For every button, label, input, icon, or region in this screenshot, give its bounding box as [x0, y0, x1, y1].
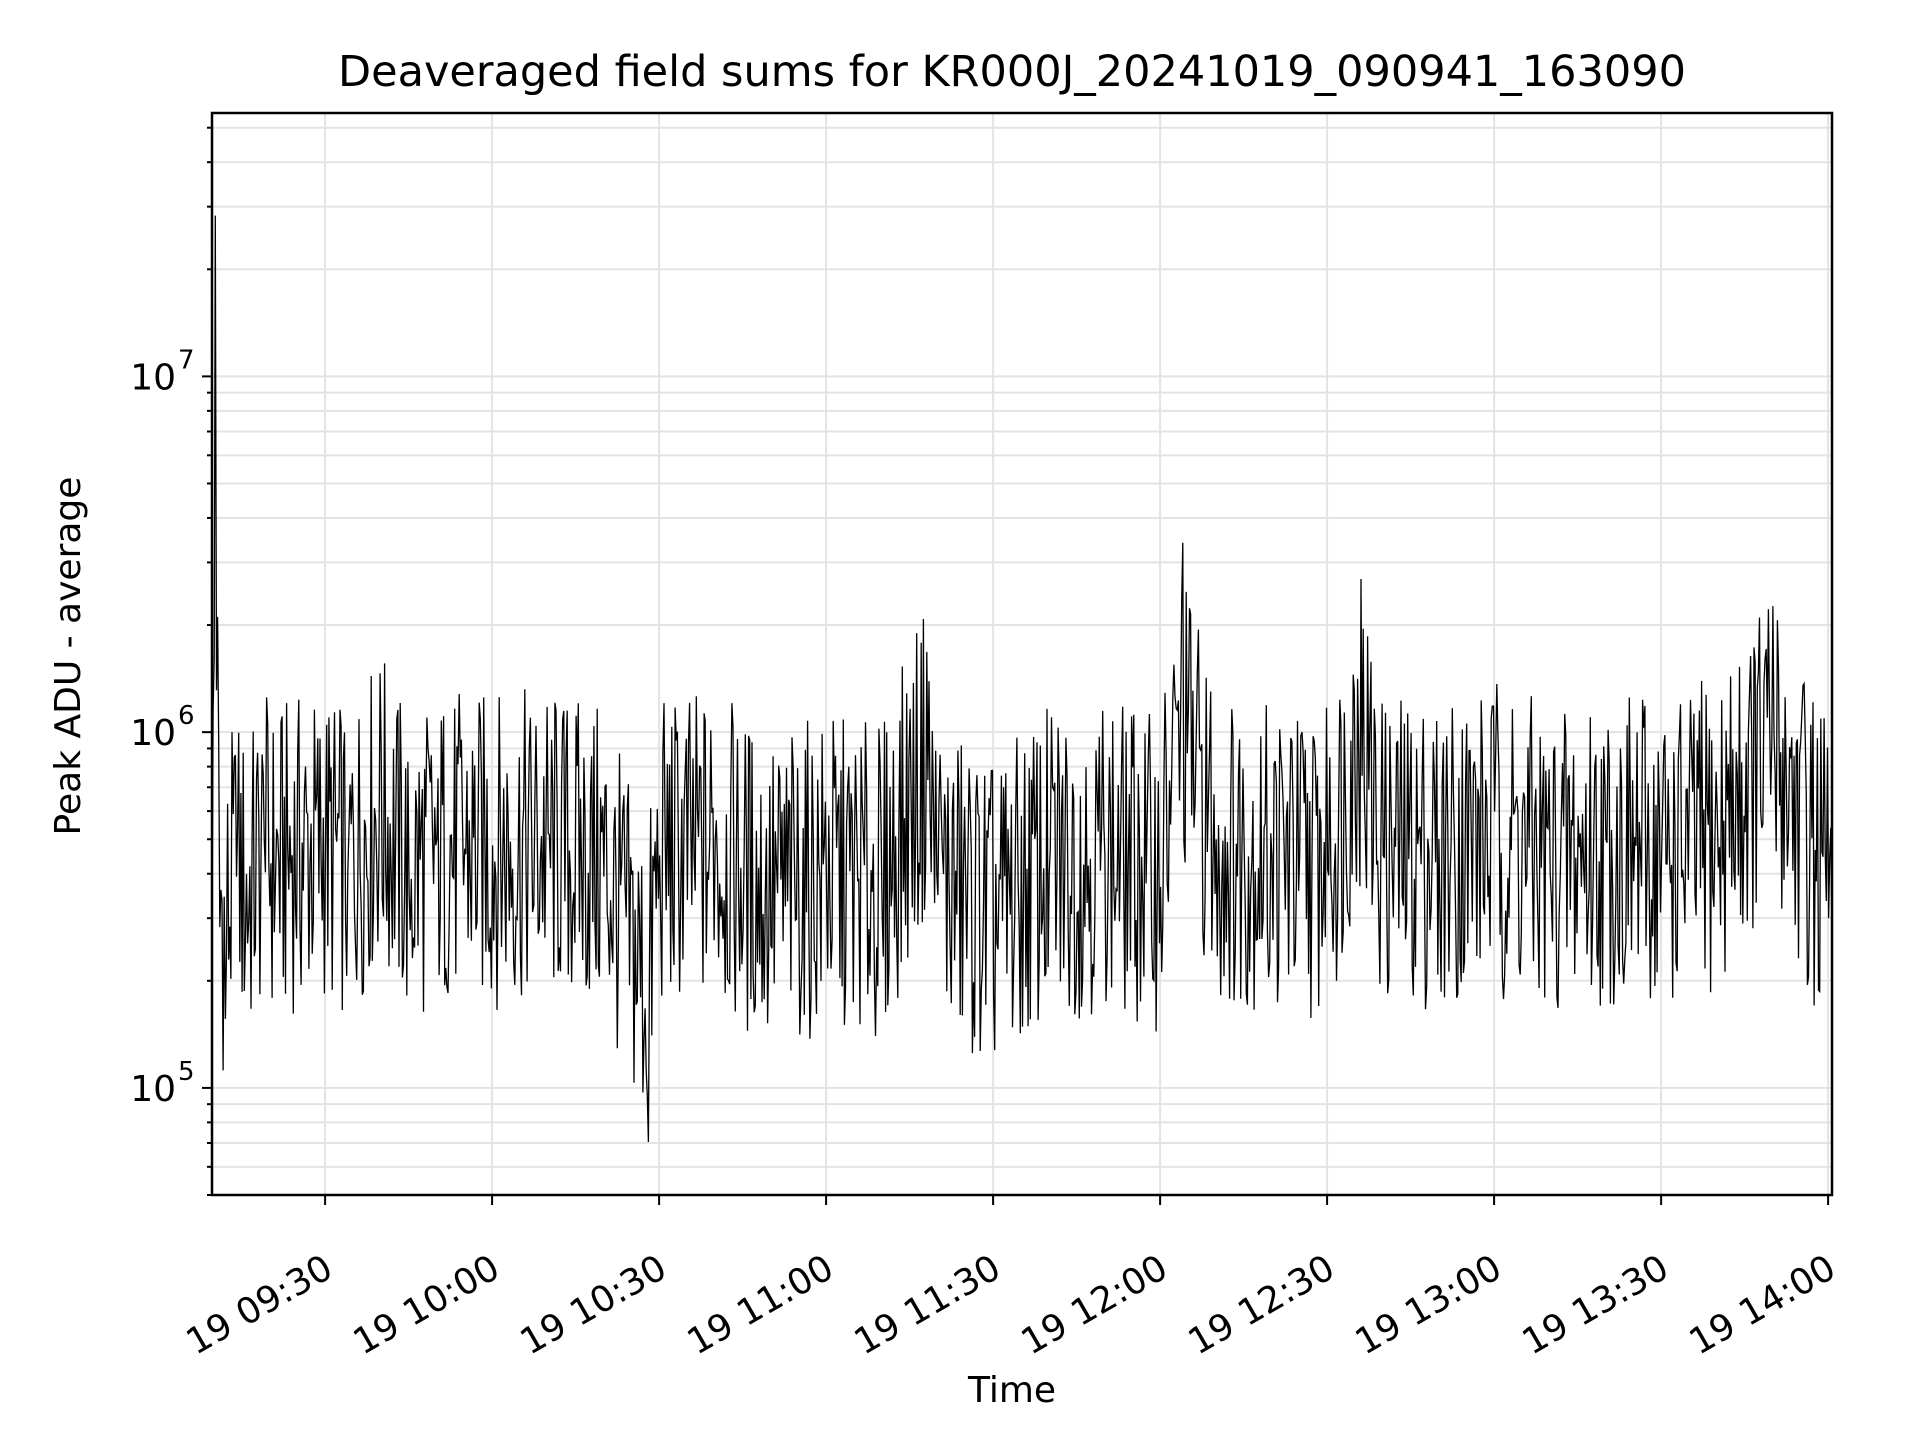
y-axis-label: Peak ADU - average	[48, 477, 89, 836]
x-axis-label: Time	[967, 1370, 1056, 1411]
y-tick-label-exponent: 7	[178, 345, 195, 375]
y-tick-label-exponent: 5	[178, 1057, 195, 1087]
plot-frame	[210, 111, 1834, 1197]
series-line-group	[211, 215, 1833, 1143]
chart-title: Deaveraged field sums for KR000J_2024101…	[338, 47, 1686, 97]
y-tick-label: 10	[130, 1069, 176, 1110]
y-tick-label: 10	[130, 713, 176, 754]
y-tick-label-exponent: 6	[178, 701, 195, 731]
series-line	[211, 215, 1833, 1143]
y-tick-label-base: 10	[130, 357, 176, 398]
y-tick-label-base: 10	[130, 1069, 176, 1110]
y-tick-label: 10	[130, 357, 176, 398]
y-tick-label-base: 10	[130, 713, 176, 754]
